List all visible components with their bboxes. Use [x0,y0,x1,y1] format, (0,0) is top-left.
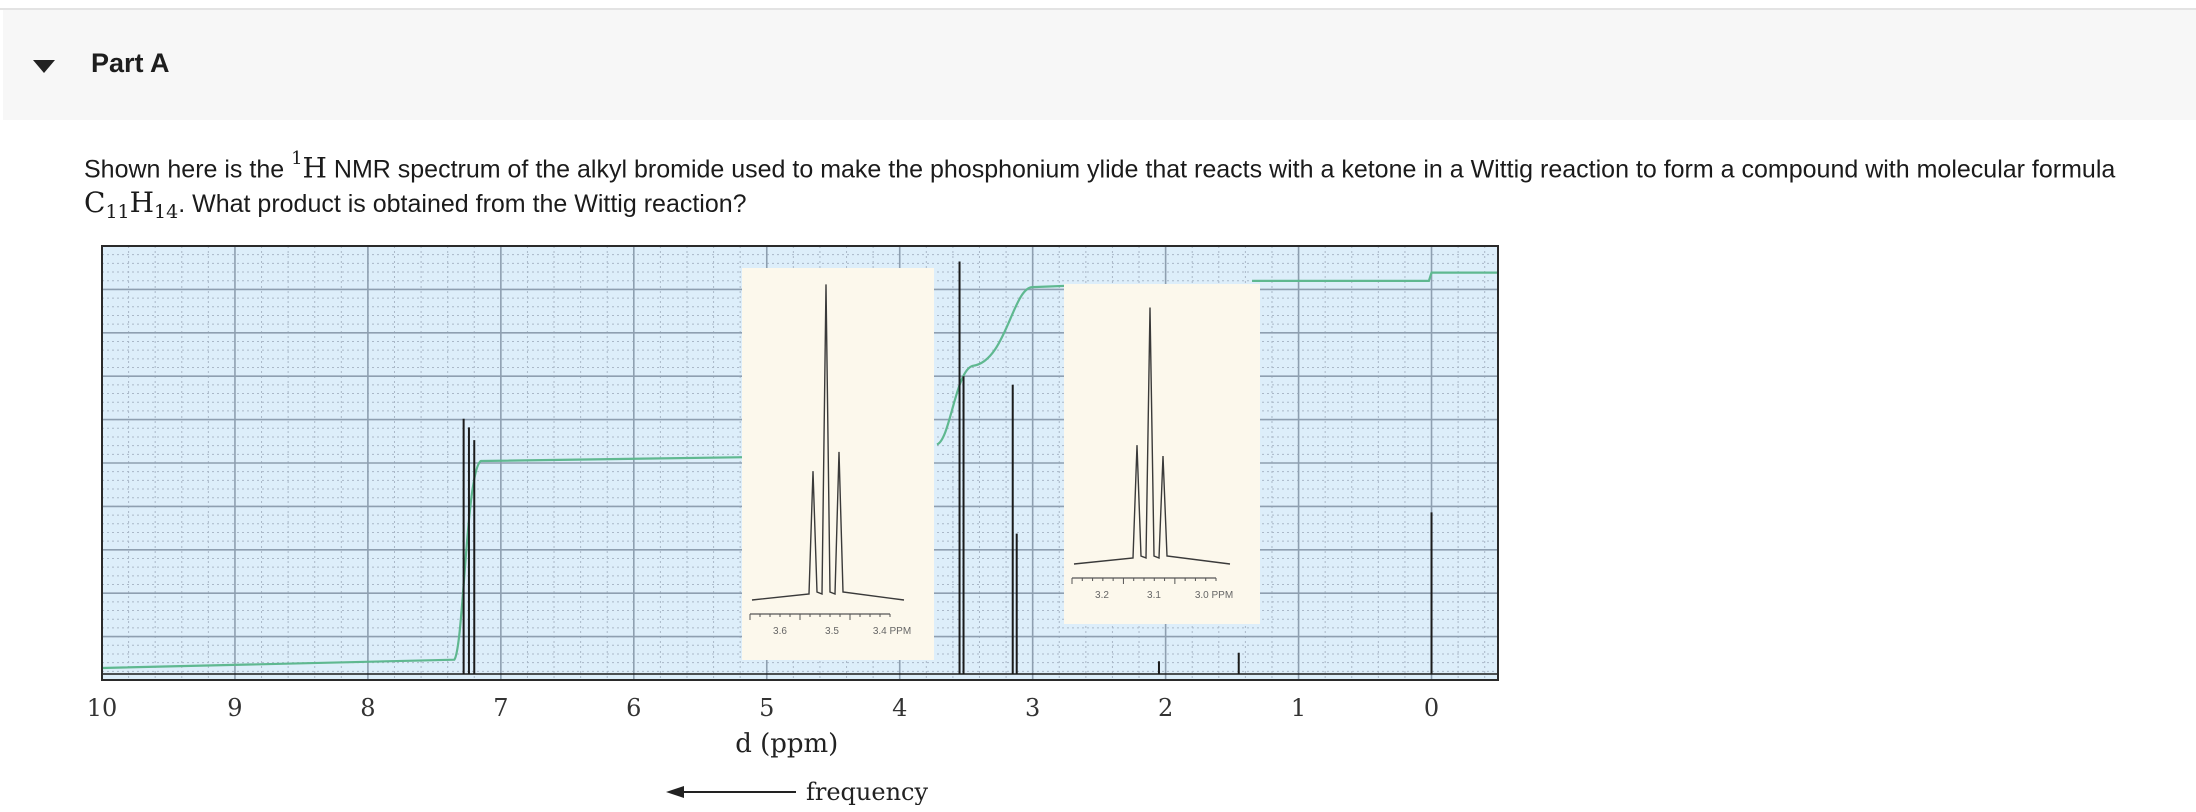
top-divider [0,8,2196,10]
x-tick-label: 9 [227,694,242,722]
x-tick-label: 8 [360,694,375,722]
inset-background [1064,284,1260,624]
inset-tick-label: 3.5 [825,626,839,637]
spectrum-peaks [462,261,1433,674]
part-header[interactable]: Part A [3,10,2196,120]
inset-tick-label: 3.6 [773,626,787,637]
nmr-spectrum-figure: 3.6 3.5 3.4 PPM 3.2 3.1 3.0 PPM 10 9 8 7 6 5 4 3 2 1 0 … [60,240,1540,805]
frequency-label: frequency [806,778,928,805]
formula-carbon-count: 11 [105,201,130,224]
formula-carbon: C [84,186,106,220]
inset-multiplet-trace [751,284,905,601]
nucleus-symbol: H [302,151,327,185]
inset-panel-1: 3.6 3.5 3.4 PPM [742,268,934,660]
x-tick-label: 3 [1025,694,1040,722]
x-axis-ticks: 10 9 8 7 6 5 4 3 2 1 0 [87,694,1439,722]
question-text-middle: NMR spectrum of the alkyl bromide used t… [326,155,2116,184]
x-tick-label: 2 [1158,694,1173,722]
inset-panels: 3.6 3.5 3.4 PPM 3.2 3.1 3.0 PPM [742,268,1260,660]
x-tick-label: 6 [626,694,641,722]
nucleus-mass-number: 1 [291,148,303,169]
inset-panel-2: 3.2 3.1 3.0 PPM [1064,284,1260,624]
inset-tick-label: 3.4 PPM [873,626,911,637]
x-tick-label: 0 [1424,694,1439,722]
inset-tick-label: 3.1 [1147,590,1161,601]
formula-hydrogen-count: 14 [154,201,179,224]
inset-tick-label: 3.0 PPM [1195,590,1233,601]
formula-hydrogen: H [129,186,155,220]
question-text-end: . What product is obtained from the Witt… [178,190,747,219]
x-tick-label: 4 [892,694,907,722]
caret-down-icon[interactable] [33,60,55,73]
x-tick-label: 5 [759,694,774,722]
integral-curve [101,271,1498,670]
x-tick-label: 7 [493,694,508,722]
x-axis-label: d (ppm) [735,729,838,759]
inset-tick-label: 3.2 [1095,590,1109,601]
plot-frame [101,245,1499,681]
question-text: Shown here is the 1H NMR spectrum of the… [84,146,2164,229]
inset-multiplet-trace [1073,307,1231,565]
x-tick-label: 10 [87,694,118,722]
x-tick-label: 1 [1291,694,1306,722]
part-title[interactable]: Part A [91,48,170,78]
frequency-arrow [666,786,796,798]
question-text-start: Shown here is the [84,155,292,184]
